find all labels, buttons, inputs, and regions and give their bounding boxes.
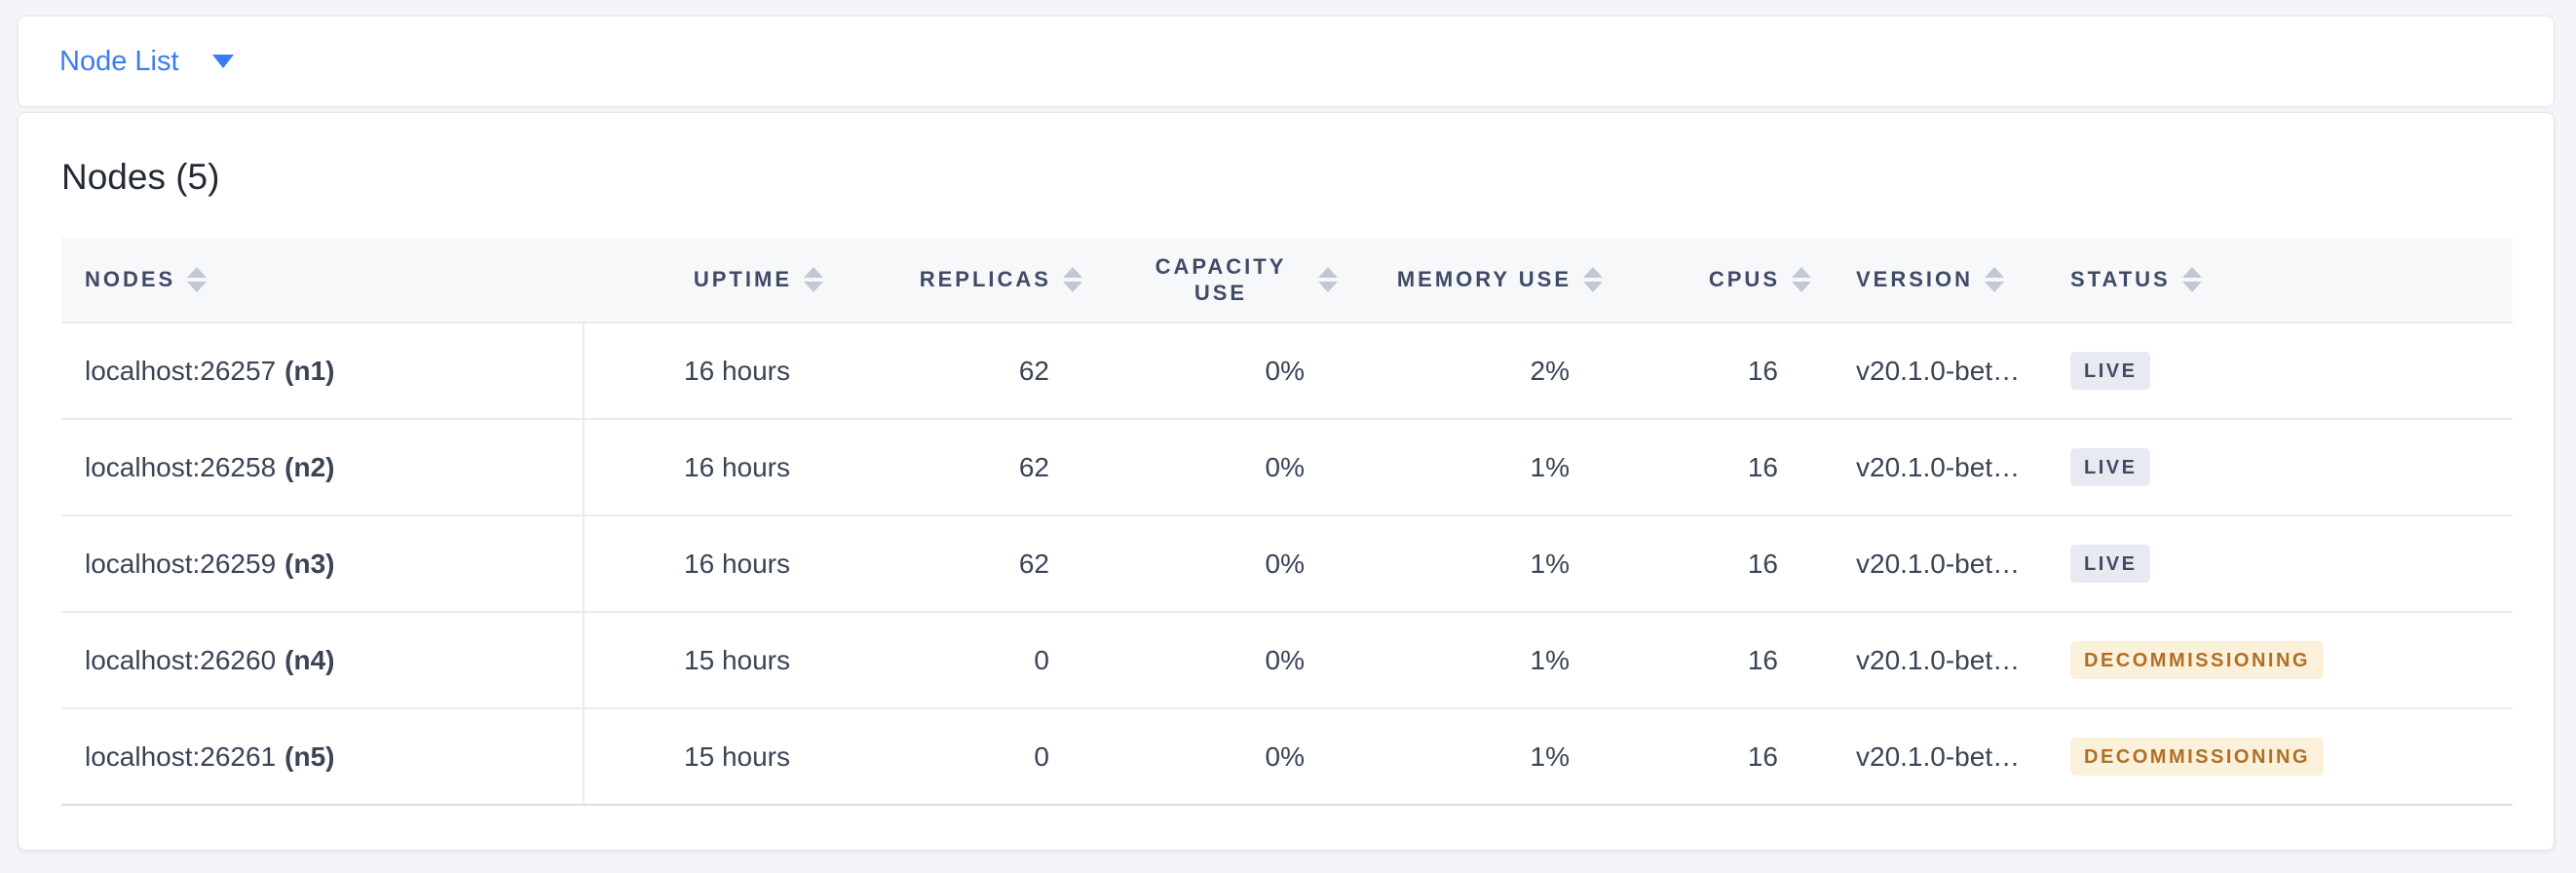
node-name-cell: localhost:26260 (n4): [61, 612, 585, 710]
replicas-cell: 62: [823, 515, 1082, 614]
table-row: localhost:26257 (n1) 16 hours 62 0% 2% 16…: [61, 323, 2513, 421]
cpus-cell: 16: [1603, 612, 1811, 710]
status-badge: LIVE: [2070, 448, 2151, 487]
status-badge: DECOMMISSIONING: [2070, 641, 2324, 680]
uptime-cell: 16 hours: [584, 515, 823, 614]
replicas-cell: 62: [823, 323, 1082, 421]
uptime-cell: 15 hours: [584, 612, 823, 710]
node-id: (n2): [284, 451, 335, 482]
version-cell: v20.1.0-bet…: [1811, 323, 2045, 421]
node-name-cell: localhost:26259 (n3): [61, 515, 585, 614]
column-header-cpus[interactable]: CPUS: [1603, 238, 1811, 324]
cpus-cell: 16: [1603, 515, 1811, 614]
node-name-cell: localhost:26257 (n1): [61, 323, 585, 421]
column-header-version[interactable]: VERSION: [1811, 238, 2045, 324]
memory-use-cell: 1%: [1338, 515, 1603, 614]
status-cell: DECOMMISSIONING: [2045, 612, 2513, 710]
table-row: localhost:26260 (n4) 15 hours 0 0% 1% 16 …: [61, 612, 2513, 710]
table-row: localhost:26259 (n3) 16 hours 62 0% 1% 16…: [61, 515, 2513, 614]
memory-use-cell: 1%: [1338, 708, 1603, 807]
uptime-cell: 15 hours: [584, 708, 823, 807]
node-id: (n4): [284, 644, 335, 675]
memory-use-cell: 2%: [1338, 323, 1603, 421]
column-header-capacity-use[interactable]: CAPACITY USE: [1082, 238, 1338, 324]
replicas-cell: 0: [823, 708, 1082, 807]
sort-icon: [1063, 267, 1082, 293]
uptime-cell: 16 hours: [584, 419, 823, 517]
status-badge: DECOMMISSIONING: [2070, 738, 2324, 777]
page-header-bar: Node List: [18, 16, 2555, 107]
column-header-status[interactable]: STATUS: [2045, 238, 2513, 324]
node-address: localhost:26257: [85, 355, 277, 386]
memory-use-cell: 1%: [1338, 612, 1603, 710]
node-name-cell: localhost:26258 (n2): [61, 419, 585, 517]
capacity-use-cell: 0%: [1082, 612, 1338, 710]
node-address: localhost:26259: [85, 548, 277, 579]
column-header-replicas[interactable]: REPLICAS: [823, 238, 1082, 324]
node-address: localhost:26261: [85, 740, 277, 772]
sort-icon: [804, 267, 823, 293]
status-cell: LIVE: [2045, 419, 2513, 517]
sort-icon: [1318, 266, 1338, 292]
status-cell: LIVE: [2045, 323, 2513, 421]
status-cell: DECOMMISSIONING: [2045, 708, 2513, 807]
cpus-cell: 16: [1603, 419, 1811, 517]
capacity-use-cell: 0%: [1082, 708, 1338, 807]
sort-icon: [1583, 267, 1603, 293]
cpus-cell: 16: [1603, 708, 1811, 807]
node-address: localhost:26260: [85, 644, 277, 675]
status-badge: LIVE: [2070, 545, 2151, 584]
node-address: localhost:26258: [85, 451, 277, 482]
column-header-memory-use[interactable]: MEMORY USE: [1338, 238, 1603, 324]
node-id: (n5): [284, 740, 335, 772]
sort-icon: [187, 267, 208, 293]
version-cell: v20.1.0-bet…: [1811, 515, 2045, 614]
capacity-use-cell: 0%: [1082, 419, 1338, 517]
sort-icon: [1792, 267, 1811, 293]
node-name-cell: localhost:26261 (n5): [61, 708, 585, 807]
nodes-table: NODES UPTIME REPLICAS: [61, 238, 2513, 807]
memory-use-cell: 1%: [1338, 419, 1603, 517]
cpus-cell: 16: [1603, 323, 1811, 421]
node-list-dropdown-label: Node List: [59, 45, 179, 77]
uptime-cell: 16 hours: [584, 323, 823, 421]
status-badge: LIVE: [2070, 352, 2151, 391]
column-header-nodes[interactable]: NODES: [61, 238, 584, 324]
sort-icon: [2181, 267, 2202, 293]
sort-icon: [1985, 267, 2005, 293]
capacity-use-cell: 0%: [1082, 515, 1338, 614]
version-cell: v20.1.0-bet…: [1811, 708, 2045, 807]
node-list-dropdown[interactable]: Node List: [59, 46, 234, 78]
replicas-cell: 0: [823, 612, 1082, 710]
table-row: localhost:26261 (n5) 15 hours 0 0% 1% 16 …: [61, 708, 2513, 807]
node-id: (n3): [284, 548, 335, 579]
replicas-cell: 62: [823, 419, 1082, 517]
version-cell: v20.1.0-bet…: [1811, 419, 2045, 517]
nodes-card: Nodes (5) NODES UPTIM: [18, 112, 2555, 851]
nodes-count-title: Nodes (5): [61, 157, 220, 197]
status-cell: LIVE: [2045, 515, 2513, 614]
column-header-uptime[interactable]: UPTIME: [584, 238, 823, 324]
table-header-row: NODES UPTIME REPLICAS: [61, 238, 2513, 324]
capacity-use-cell: 0%: [1082, 323, 1338, 421]
version-cell: v20.1.0-bet…: [1811, 612, 2045, 710]
caret-down-icon: [211, 55, 234, 68]
table-row: localhost:26258 (n2) 16 hours 62 0% 1% 16…: [61, 419, 2513, 517]
node-id: (n1): [284, 355, 335, 386]
